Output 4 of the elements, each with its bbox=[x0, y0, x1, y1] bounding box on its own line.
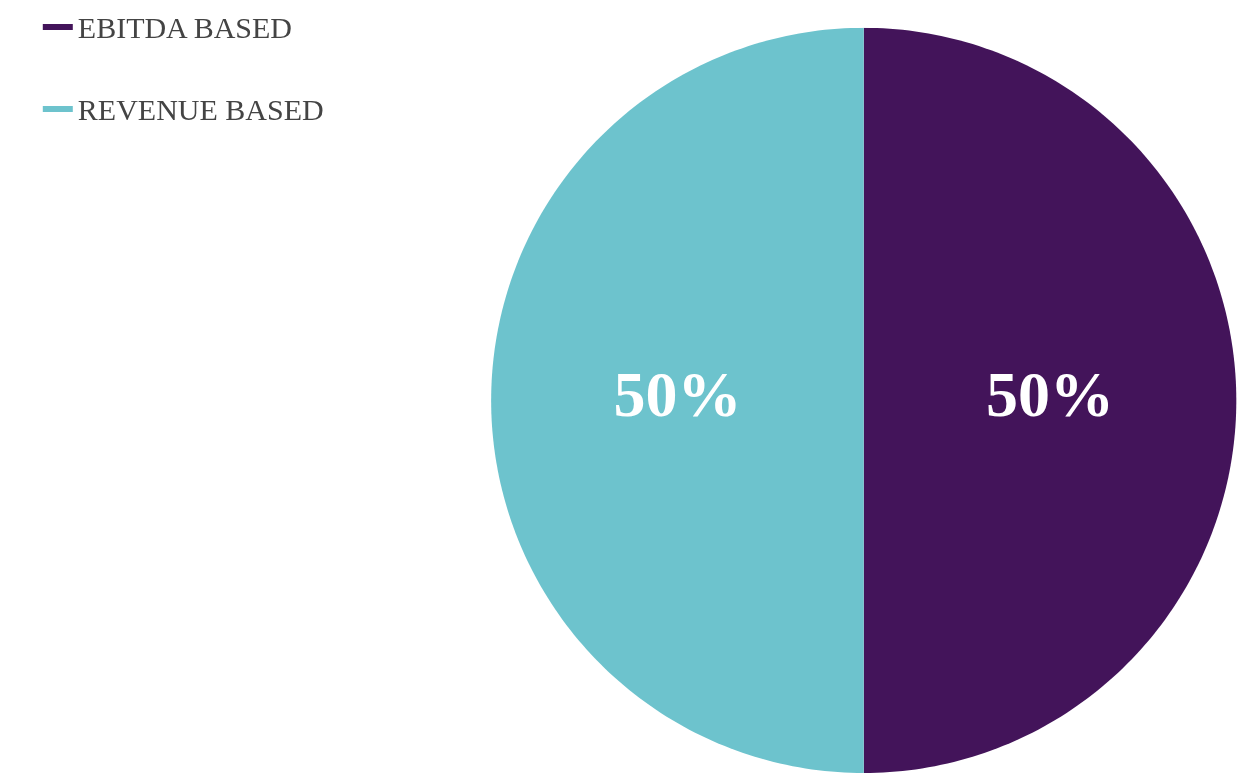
data-label: 50% bbox=[613, 359, 742, 431]
data-label: 50% bbox=[986, 359, 1115, 431]
legend-label: EBITDA BASED bbox=[77, 10, 292, 44]
legend-label: REVENUE BASED bbox=[77, 92, 324, 126]
